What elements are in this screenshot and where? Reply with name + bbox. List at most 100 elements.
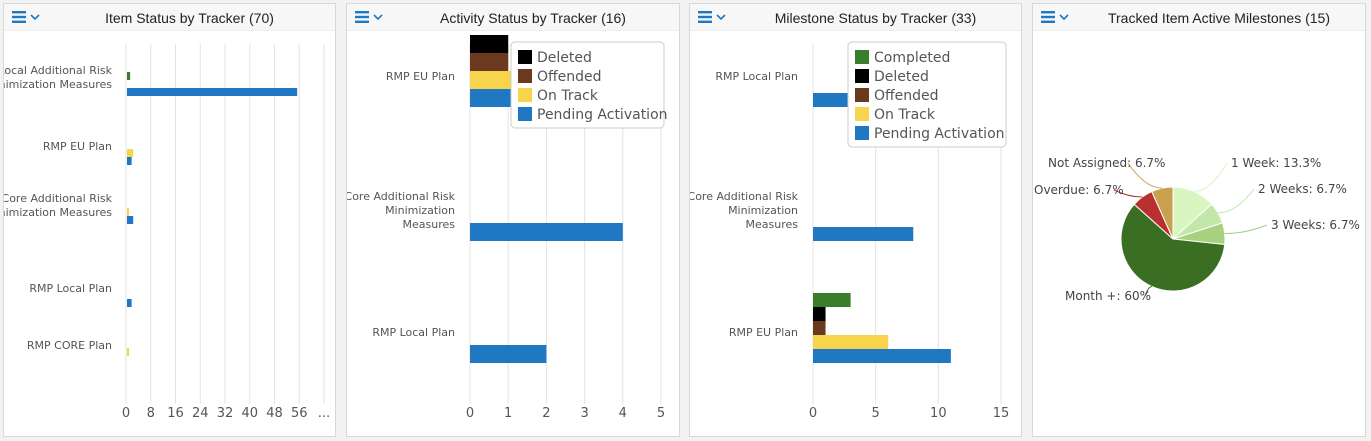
x-tick-label: 8 <box>147 406 155 421</box>
bar <box>813 293 851 307</box>
legend-label: Completed <box>874 50 950 66</box>
panel-title: Milestone Status by Tracker (33) <box>774 10 977 26</box>
hamburger-icon <box>12 11 40 23</box>
category-label: RMP EU Plan <box>386 70 455 83</box>
x-tick-label: ... <box>318 406 330 421</box>
pie-slice <box>1120 203 1226 292</box>
hamburger-icon <box>1041 11 1069 23</box>
x-tick-label: 16 <box>167 406 184 421</box>
chevron-down-icon <box>716 14 726 21</box>
activity-status-chart: 0 1 2 3 4 5 RMP EU Plan Core Additional Risk Min… <box>347 35 668 421</box>
category-label: RMP EU Plan <box>43 140 112 153</box>
legend-swatch <box>518 88 532 102</box>
bar <box>127 72 131 77</box>
pie-connector <box>1194 162 1228 192</box>
legend-label: Deleted <box>537 50 592 66</box>
bar <box>127 157 132 165</box>
legend-label: On Track <box>874 107 936 123</box>
pie-connector <box>1144 286 1152 297</box>
bar <box>127 216 134 224</box>
legend-swatch <box>518 50 532 64</box>
chevron-down-icon <box>30 14 40 21</box>
category-label: RMP Local Plan <box>372 326 455 339</box>
legend-swatch <box>855 107 869 121</box>
category-label: RMP CORE Plan <box>27 339 112 352</box>
x-tick-label: 56 <box>291 406 308 421</box>
bar <box>127 348 129 356</box>
legend-label: Pending Activation <box>537 107 668 123</box>
panel-header: Item Status by Tracker (70) <box>4 4 335 31</box>
hamburger-icon <box>698 11 726 23</box>
hamburger-icon <box>355 11 383 23</box>
bar <box>470 35 509 53</box>
bar <box>470 53 509 71</box>
pie-label: 1 Week: 13.3% <box>1231 156 1321 170</box>
pie-label: Not Assigned: 6.7% <box>1048 156 1165 170</box>
legend-box <box>510 41 665 129</box>
panel-title: Activity Status by Tracker (16) <box>440 10 626 26</box>
x-tick-label: 15 <box>993 406 1010 421</box>
x-tick-label: 5 <box>657 406 665 421</box>
panel-title: Tracked Item Active Milestones (15) <box>1107 10 1330 26</box>
legend-swatch <box>855 126 869 140</box>
legend-label: Offended <box>537 69 602 85</box>
x-tick-label: 2 <box>542 406 550 421</box>
pie-label: 2 Weeks: 6.7% <box>1258 182 1347 196</box>
x-tick-label: 48 <box>266 406 283 421</box>
panel-menu-button[interactable] <box>1041 9 1071 25</box>
milestone-status-panel: Milestone Status by Tracker (33) 0 5 10 15 R… <box>689 3 1022 437</box>
x-tick-label: 3 <box>580 406 588 421</box>
legend-label: On Track <box>537 88 599 104</box>
bar <box>813 321 826 335</box>
legend-swatch <box>855 88 869 102</box>
item-status-panel: Item Status by Tracker (70) 0 8 16 24 32 40 48… <box>3 3 336 437</box>
legend-swatch <box>518 107 532 121</box>
legend-label: Deleted <box>874 69 929 85</box>
pie-label: Overdue: 6.7% <box>1034 183 1124 197</box>
category-label: Core Additional Risk Minimization Measures <box>347 190 456 231</box>
milestones-pie-chart: 1 Week: 13.3% 2 Weeks: 6.7% 3 Weeks: 6.7% M… <box>1034 156 1360 303</box>
legend-swatch <box>855 50 869 64</box>
activity-status-panel: Activity Status by Tracker (16) 0 1 2 3 4 5 RM… <box>346 3 680 437</box>
bar <box>127 88 298 96</box>
legend-label: Pending Activation <box>874 126 1005 142</box>
panel-menu-button[interactable] <box>12 9 42 25</box>
chevron-down-icon <box>373 14 383 21</box>
pie-label: Month +: 60% <box>1065 289 1151 303</box>
bar <box>127 149 134 157</box>
panel-menu-button[interactable] <box>355 9 385 25</box>
legend-label: Offended <box>874 88 939 104</box>
bar <box>813 93 851 107</box>
x-tick-label: 5 <box>872 406 880 421</box>
bar <box>813 335 889 349</box>
category-label: RMP EU Plan <box>729 326 798 339</box>
x-tick-label: 1 <box>504 406 512 421</box>
legend-swatch <box>855 69 869 83</box>
bar <box>127 75 131 80</box>
pie-label: 3 Weeks: 6.7% <box>1271 218 1360 232</box>
bar <box>470 223 623 241</box>
tracked-item-milestones-panel: Tracked Item Active Milestones (15) 1 We… <box>1032 3 1366 437</box>
panel-header: Activity Status by Tracker (16) <box>347 4 679 31</box>
category-label: Core Additional Risk Minimization Measures <box>690 190 799 231</box>
bar <box>470 345 547 363</box>
x-tick-label: 24 <box>192 406 209 421</box>
x-tick-label: 40 <box>241 406 258 421</box>
bar <box>127 299 132 307</box>
panel-title: Item Status by Tracker (70) <box>105 10 274 26</box>
panel-header: Tracked Item Active Milestones (15) <box>1033 4 1365 31</box>
milestone-status-chart: 0 5 10 15 RMP Local Plan Core Additional Risk… <box>690 41 1010 421</box>
category-label: RMP Local Plan <box>715 70 798 83</box>
legend-swatch <box>518 69 532 83</box>
category-label: RMP Local Plan <box>29 282 112 295</box>
pie-connector <box>1217 188 1255 214</box>
panel-menu-button[interactable] <box>698 9 728 25</box>
x-tick-label: 10 <box>930 406 947 421</box>
x-tick-label: 32 <box>217 406 234 421</box>
panel-header: Milestone Status by Tracker (33) <box>690 4 1021 31</box>
x-tick-label: 4 <box>619 406 627 421</box>
x-tick-label: 0 <box>122 406 130 421</box>
x-tick-label: 0 <box>466 406 474 421</box>
